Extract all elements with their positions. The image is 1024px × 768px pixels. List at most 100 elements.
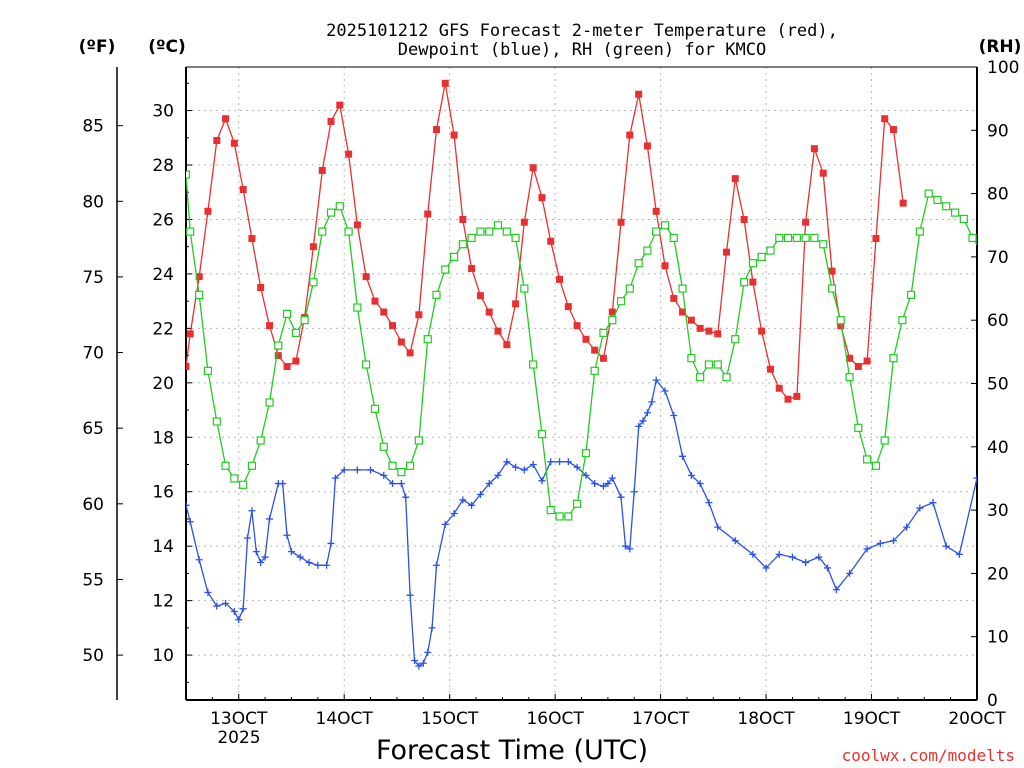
dewpoint-point: [661, 387, 669, 395]
rh-point: [810, 233, 819, 243]
dewpoint-point: [824, 564, 832, 572]
dewpoint-point: [775, 550, 783, 558]
dewpoint-point: [248, 507, 256, 515]
temperature-point: [696, 324, 704, 332]
rh-point: [537, 430, 547, 439]
fahrenheit-tick-label: 55: [82, 570, 104, 590]
dewpoint-point: [630, 488, 638, 496]
temperature-point: [186, 330, 194, 338]
dewpoint-point: [608, 474, 616, 482]
dewpoint-point: [476, 490, 484, 498]
credit-text: coolwx.com/modelts: [842, 746, 1015, 765]
temperature-point: [512, 300, 520, 308]
rh-point: [722, 373, 731, 382]
temperature-point: [397, 338, 405, 346]
rh-point: [423, 335, 432, 344]
rh-point: [282, 309, 292, 318]
temperature-point: [266, 322, 274, 330]
dewpoint-point: [626, 545, 634, 553]
dewpoint-point: [529, 460, 537, 468]
rh-point: [274, 341, 283, 350]
temperature-point: [459, 215, 467, 223]
temperature-point: [714, 330, 722, 338]
dewpoint-point: [235, 616, 243, 624]
rh-tick-label: 10: [987, 628, 1009, 648]
rh-point: [942, 202, 951, 211]
dewpoint-point: [239, 605, 247, 613]
temperature-point: [371, 297, 379, 305]
rh-point: [318, 227, 327, 236]
rh-point: [915, 227, 924, 236]
rh-point: [555, 512, 564, 521]
rh-point: [493, 221, 503, 230]
dewpoint-point: [599, 482, 607, 490]
x-tick-label: 19OCT: [843, 709, 901, 729]
rh-tick-label: 0: [987, 691, 998, 711]
temperature-point: [626, 131, 634, 139]
celsius-tick-label: 18: [152, 428, 174, 448]
dewpoint-point: [485, 480, 493, 488]
dewpoint-point: [621, 542, 629, 550]
dewpoint-point: [520, 466, 528, 474]
fahrenheit-tick-label: 60: [82, 495, 104, 515]
temperature-point: [248, 235, 256, 243]
temperature-point: [257, 284, 265, 292]
rh-point: [502, 227, 511, 236]
temperature-point: [336, 101, 344, 109]
rh-point: [713, 360, 722, 369]
rh-point: [704, 360, 714, 369]
rh-point: [326, 208, 336, 217]
dewpoint-point: [679, 452, 687, 460]
rh-point: [247, 461, 257, 470]
rh-point: [968, 233, 977, 243]
dewpoint-point: [512, 463, 520, 471]
dewpoint-point: [731, 537, 739, 545]
dewpoint-point: [846, 569, 854, 577]
rh-point: [854, 423, 863, 432]
temperature-point: [863, 357, 871, 365]
rh-point: [836, 316, 845, 325]
dewpoint-point: [367, 466, 375, 474]
dewpoint-point: [863, 545, 871, 553]
dewpoint-point: [195, 556, 203, 564]
temperature-point: [503, 341, 511, 349]
celsius-tick-label: 22: [152, 319, 174, 339]
celsius-tick-label: 28: [152, 156, 174, 176]
temperature-point: [573, 322, 581, 330]
temperature-point: [186, 362, 190, 370]
rh-point: [696, 373, 705, 382]
temperature-point: [687, 316, 695, 324]
rh-point: [467, 233, 476, 243]
temperature-point: [643, 142, 651, 150]
temperature-point: [389, 322, 397, 330]
rh-point: [344, 227, 353, 236]
rh-point: [599, 328, 608, 337]
fahrenheit-tick-label: 70: [82, 344, 104, 364]
rh-point: [625, 284, 634, 293]
rh-point: [449, 252, 459, 261]
temperature-point: [309, 243, 317, 251]
x-tick-label: 15OCT: [421, 709, 479, 729]
rh-tick-label: 70: [987, 248, 1009, 268]
temperature-point: [854, 362, 862, 370]
dewpoint-point: [889, 537, 897, 545]
rh-tick-label: 90: [987, 121, 1009, 141]
dewpoint-point: [327, 539, 335, 547]
rh-point: [898, 316, 907, 325]
x-tick-label: 18OCT: [737, 709, 795, 729]
dewpoint-point: [389, 480, 397, 488]
rh-point: [476, 227, 485, 236]
fahrenheit-tick-label: 85: [82, 117, 104, 137]
dewpoint-point: [287, 548, 295, 556]
dewpoint-point: [617, 493, 625, 501]
rh-point: [652, 227, 661, 236]
rh-point: [256, 436, 265, 445]
rh-point: [906, 290, 916, 299]
temperature-point: [679, 308, 687, 316]
rh-point: [353, 303, 362, 312]
dewpoint-point: [503, 458, 511, 466]
dewpoint-point: [428, 624, 436, 632]
dewpoint-point: [340, 466, 348, 474]
dewpoint-point: [296, 553, 304, 561]
rh-point: [783, 233, 793, 243]
